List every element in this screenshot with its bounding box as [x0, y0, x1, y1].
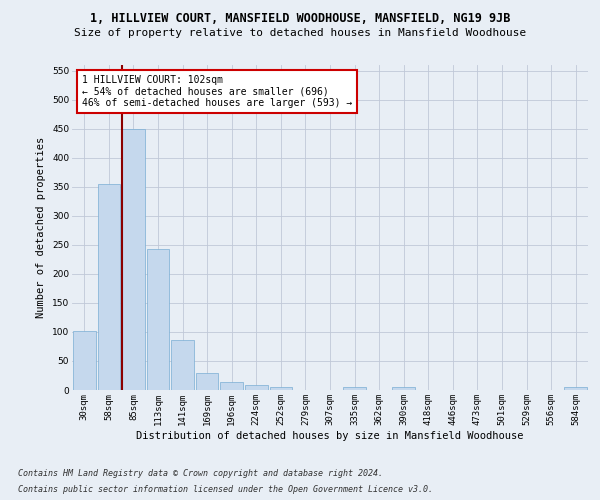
- Text: 1 HILLVIEW COURT: 102sqm
← 54% of detached houses are smaller (696)
46% of semi-: 1 HILLVIEW COURT: 102sqm ← 54% of detach…: [82, 74, 353, 108]
- Bar: [171, 340, 194, 390]
- Bar: [196, 372, 218, 390]
- Text: Contains HM Land Registry data © Crown copyright and database right 2024.: Contains HM Land Registry data © Crown c…: [18, 468, 383, 477]
- Bar: [392, 387, 415, 390]
- Text: 1, HILLVIEW COURT, MANSFIELD WOODHOUSE, MANSFIELD, NG19 9JB: 1, HILLVIEW COURT, MANSFIELD WOODHOUSE, …: [90, 12, 510, 26]
- Bar: [565, 387, 587, 390]
- Text: Size of property relative to detached houses in Mansfield Woodhouse: Size of property relative to detached ho…: [74, 28, 526, 38]
- Bar: [245, 385, 268, 390]
- Bar: [343, 387, 366, 390]
- Bar: [220, 382, 243, 390]
- Text: Contains public sector information licensed under the Open Government Licence v3: Contains public sector information licen…: [18, 485, 433, 494]
- Bar: [98, 184, 120, 390]
- Bar: [146, 249, 169, 390]
- Y-axis label: Number of detached properties: Number of detached properties: [37, 137, 46, 318]
- Bar: [269, 387, 292, 390]
- Bar: [73, 331, 95, 390]
- Bar: [122, 130, 145, 390]
- X-axis label: Distribution of detached houses by size in Mansfield Woodhouse: Distribution of detached houses by size …: [136, 430, 524, 440]
